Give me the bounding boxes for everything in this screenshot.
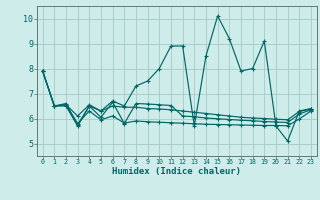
X-axis label: Humidex (Indice chaleur): Humidex (Indice chaleur) bbox=[112, 167, 241, 176]
